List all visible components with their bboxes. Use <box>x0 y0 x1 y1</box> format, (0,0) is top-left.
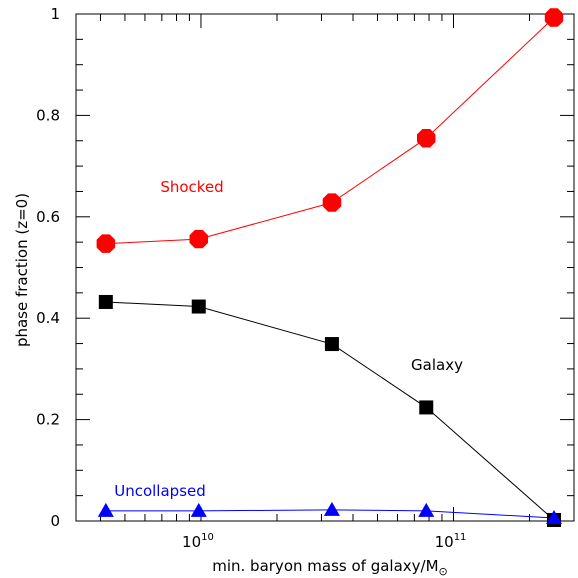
axis-ticks <box>76 13 575 522</box>
galaxy-point <box>98 294 113 309</box>
y-tick-label: 0.8 <box>36 106 60 124</box>
series-lines <box>105 17 555 521</box>
x-tick-label: 1010 <box>182 532 214 551</box>
shocked-point <box>322 193 342 212</box>
x-axis-label: min. baryon mass of galaxy/M⊙ <box>212 557 448 578</box>
galaxy-point <box>191 299 206 314</box>
y-tick-label: 0.2 <box>36 411 60 429</box>
plot-frame <box>75 13 575 522</box>
x-tick-label: 1011 <box>435 532 467 551</box>
uncollapsed-point <box>97 502 114 517</box>
shocked-point <box>189 229 208 249</box>
galaxy-series-label: Galaxy <box>411 356 463 374</box>
galaxy-point <box>419 400 434 415</box>
series-markers <box>96 8 564 527</box>
y-tick-label: 1 <box>50 5 60 23</box>
series-labels: Shocked Galaxy Uncollapsed <box>114 178 463 500</box>
shocked-point <box>417 129 436 148</box>
shocked-point <box>544 8 564 27</box>
uncollapsed-point <box>323 501 340 516</box>
uncollapsed-point <box>190 502 207 517</box>
galaxy-point <box>324 337 339 352</box>
uncollapsed-point <box>546 509 563 524</box>
x-tick-labels: 1010 1011 <box>182 532 466 551</box>
shocked-series-label: Shocked <box>160 178 223 196</box>
y-tick-label: 0.6 <box>36 208 60 226</box>
shocked-point <box>96 234 116 253</box>
uncollapsed-series-label: Uncollapsed <box>114 482 206 500</box>
y-tick-labels: 0 0.2 0.4 0.6 0.8 1 <box>36 5 60 530</box>
y-tick-label: 0 <box>50 512 60 530</box>
sun-symbol: ⊙ <box>439 565 448 578</box>
uncollapsed-point <box>418 502 435 517</box>
y-axis-label: phase fraction (z=0) <box>13 193 31 347</box>
y-tick-label: 0.4 <box>36 309 60 327</box>
